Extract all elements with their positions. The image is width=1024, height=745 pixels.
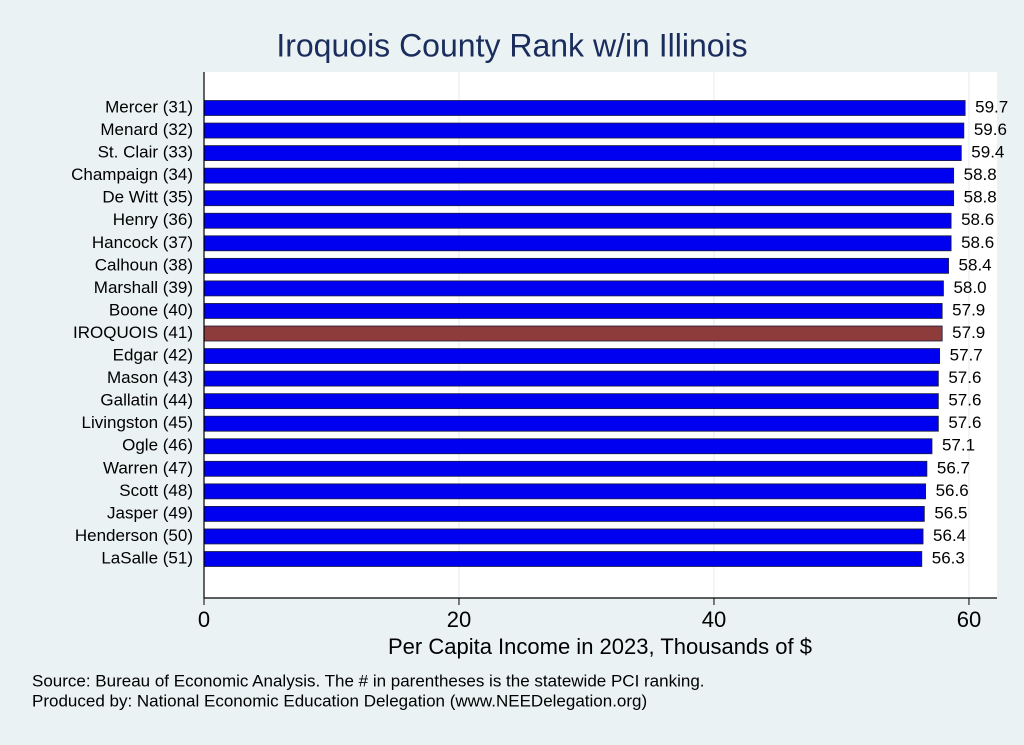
value-label: 57.7 xyxy=(950,346,983,365)
bar xyxy=(203,100,966,116)
y-tick-label: Henderson (50) xyxy=(75,526,193,545)
value-label: 58.6 xyxy=(961,210,994,229)
x-tick-label: 60 xyxy=(957,607,981,632)
y-tick-label: St. Clair (33) xyxy=(98,143,193,162)
bar xyxy=(203,370,939,387)
bar xyxy=(203,280,944,297)
y-tick-label: Jasper (49) xyxy=(107,503,193,522)
value-label: 58.6 xyxy=(961,233,994,252)
value-label: 58.8 xyxy=(964,165,997,184)
bar xyxy=(203,212,952,229)
y-tick-label: Menard (32) xyxy=(100,120,193,139)
y-tick-label: Henry (36) xyxy=(113,210,193,229)
value-label: 58.0 xyxy=(953,278,986,297)
value-label: 56.4 xyxy=(933,526,966,545)
bar xyxy=(203,167,955,184)
value-label: 57.6 xyxy=(948,413,981,432)
y-tick-label: Boone (40) xyxy=(109,300,193,319)
value-label: 56.5 xyxy=(934,503,967,522)
x-tick-label: 0 xyxy=(198,607,210,632)
value-label: 59.4 xyxy=(971,143,1004,162)
bar xyxy=(203,505,925,522)
bar xyxy=(203,551,923,567)
value-label: 57.6 xyxy=(948,368,981,387)
y-tick-label: Champaign (34) xyxy=(71,165,193,184)
x-tick-label: 40 xyxy=(702,607,726,632)
bar xyxy=(203,438,933,455)
producer-note: Produced by: National Economic Education… xyxy=(32,691,647,710)
y-tick-label: Ogle (46) xyxy=(122,436,193,455)
y-tick-label: LaSalle (51) xyxy=(101,548,193,567)
y-tick-label: Mason (43) xyxy=(107,368,193,387)
bar xyxy=(203,348,941,364)
bar xyxy=(203,257,949,274)
x-tick-label: 20 xyxy=(447,607,471,632)
value-label: 57.1 xyxy=(942,436,975,455)
x-axis-label: Per Capita Income in 2023, Thousands of … xyxy=(388,634,812,659)
y-tick-label: De Witt (35) xyxy=(102,188,193,207)
y-tick-label: Gallatin (44) xyxy=(100,391,193,410)
bar xyxy=(203,145,962,162)
value-label: 56.3 xyxy=(932,548,965,567)
value-label: 59.6 xyxy=(974,120,1007,139)
bar xyxy=(203,483,927,500)
bar xyxy=(203,528,924,545)
value-label: 56.6 xyxy=(936,481,969,500)
value-label: 56.7 xyxy=(937,458,970,477)
y-tick-label: Edgar (42) xyxy=(113,346,193,365)
bars xyxy=(203,100,966,567)
y-tick-label: Warren (47) xyxy=(103,458,193,477)
y-tick-label: IROQUOIS (41) xyxy=(73,323,193,342)
y-tick-label: Livingston (45) xyxy=(81,413,193,432)
value-label: 58.4 xyxy=(959,255,992,274)
source-note: Source: Bureau of Economic Analysis. The… xyxy=(32,671,705,690)
y-tick-label: Marshall (39) xyxy=(94,278,193,297)
bar xyxy=(203,190,955,207)
bar xyxy=(203,122,965,139)
value-label: 57.6 xyxy=(948,391,981,410)
bar xyxy=(203,415,939,432)
chart-title: Iroquois County Rank w/in Illinois xyxy=(276,27,747,63)
bar xyxy=(203,303,943,319)
y-tick-label: Mercer (31) xyxy=(105,97,193,116)
y-tick-label: Calhoun (38) xyxy=(95,255,193,274)
value-label: 57.9 xyxy=(952,300,985,319)
y-tick-label: Scott (48) xyxy=(119,481,193,500)
bar xyxy=(203,325,943,342)
bar xyxy=(203,393,939,410)
value-label: 59.7 xyxy=(975,97,1008,116)
value-label: 58.8 xyxy=(964,188,997,207)
bar xyxy=(203,235,952,252)
y-tick-label: Hancock (37) xyxy=(92,233,193,252)
value-label: 57.9 xyxy=(952,323,985,342)
bar xyxy=(203,460,928,477)
